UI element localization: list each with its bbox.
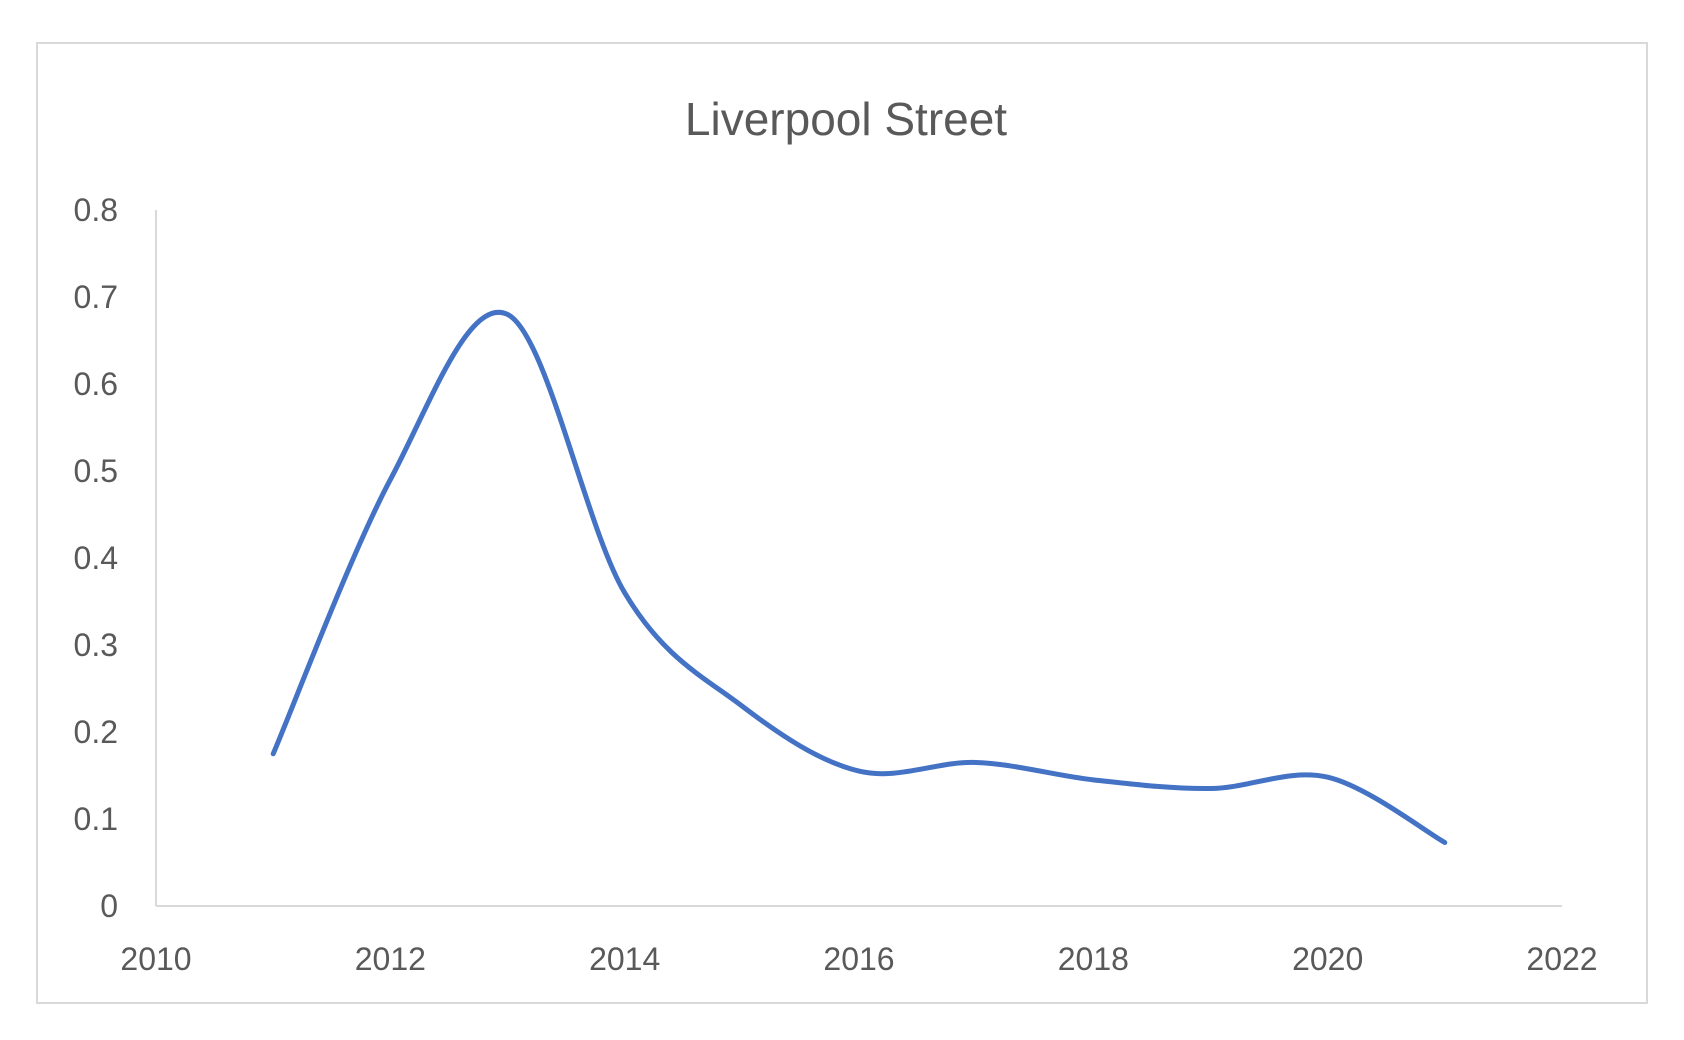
- chart-title: Liverpool Street: [685, 93, 1007, 145]
- x-tick-labels: 2010 2012 2014 2016 2018 2020 2022: [120, 941, 1597, 977]
- chart-frame: [36, 42, 1648, 1004]
- y-tick-label: 0: [100, 888, 118, 924]
- x-tick-label: 2022: [1526, 941, 1597, 977]
- series-line: [270, 309, 1448, 845]
- x-tick-label: 2010: [120, 941, 191, 977]
- y-tick-label: 0.6: [74, 366, 118, 402]
- y-tick-label: 0.7: [74, 279, 118, 315]
- x-tick-label: 2016: [823, 941, 894, 977]
- y-tick-label: 0.2: [74, 714, 118, 750]
- y-tick-labels: 0 0.1 0.2 0.3 0.4 0.5 0.6 0.7 0.8: [74, 192, 118, 924]
- y-tick-label: 0.1: [74, 801, 118, 837]
- x-tick-label: 2012: [355, 941, 426, 977]
- y-tick-label: 0.8: [74, 192, 118, 228]
- y-tick-label: 0.3: [74, 627, 118, 663]
- x-tick-label: 2018: [1058, 941, 1129, 977]
- y-tick-label: 0.4: [74, 540, 118, 576]
- x-tick-label: 2014: [589, 941, 660, 977]
- x-tick-label: 2020: [1292, 941, 1363, 977]
- y-tick-label: 0.5: [74, 453, 118, 489]
- axes: [155, 210, 1562, 907]
- series-group: [270, 309, 1448, 845]
